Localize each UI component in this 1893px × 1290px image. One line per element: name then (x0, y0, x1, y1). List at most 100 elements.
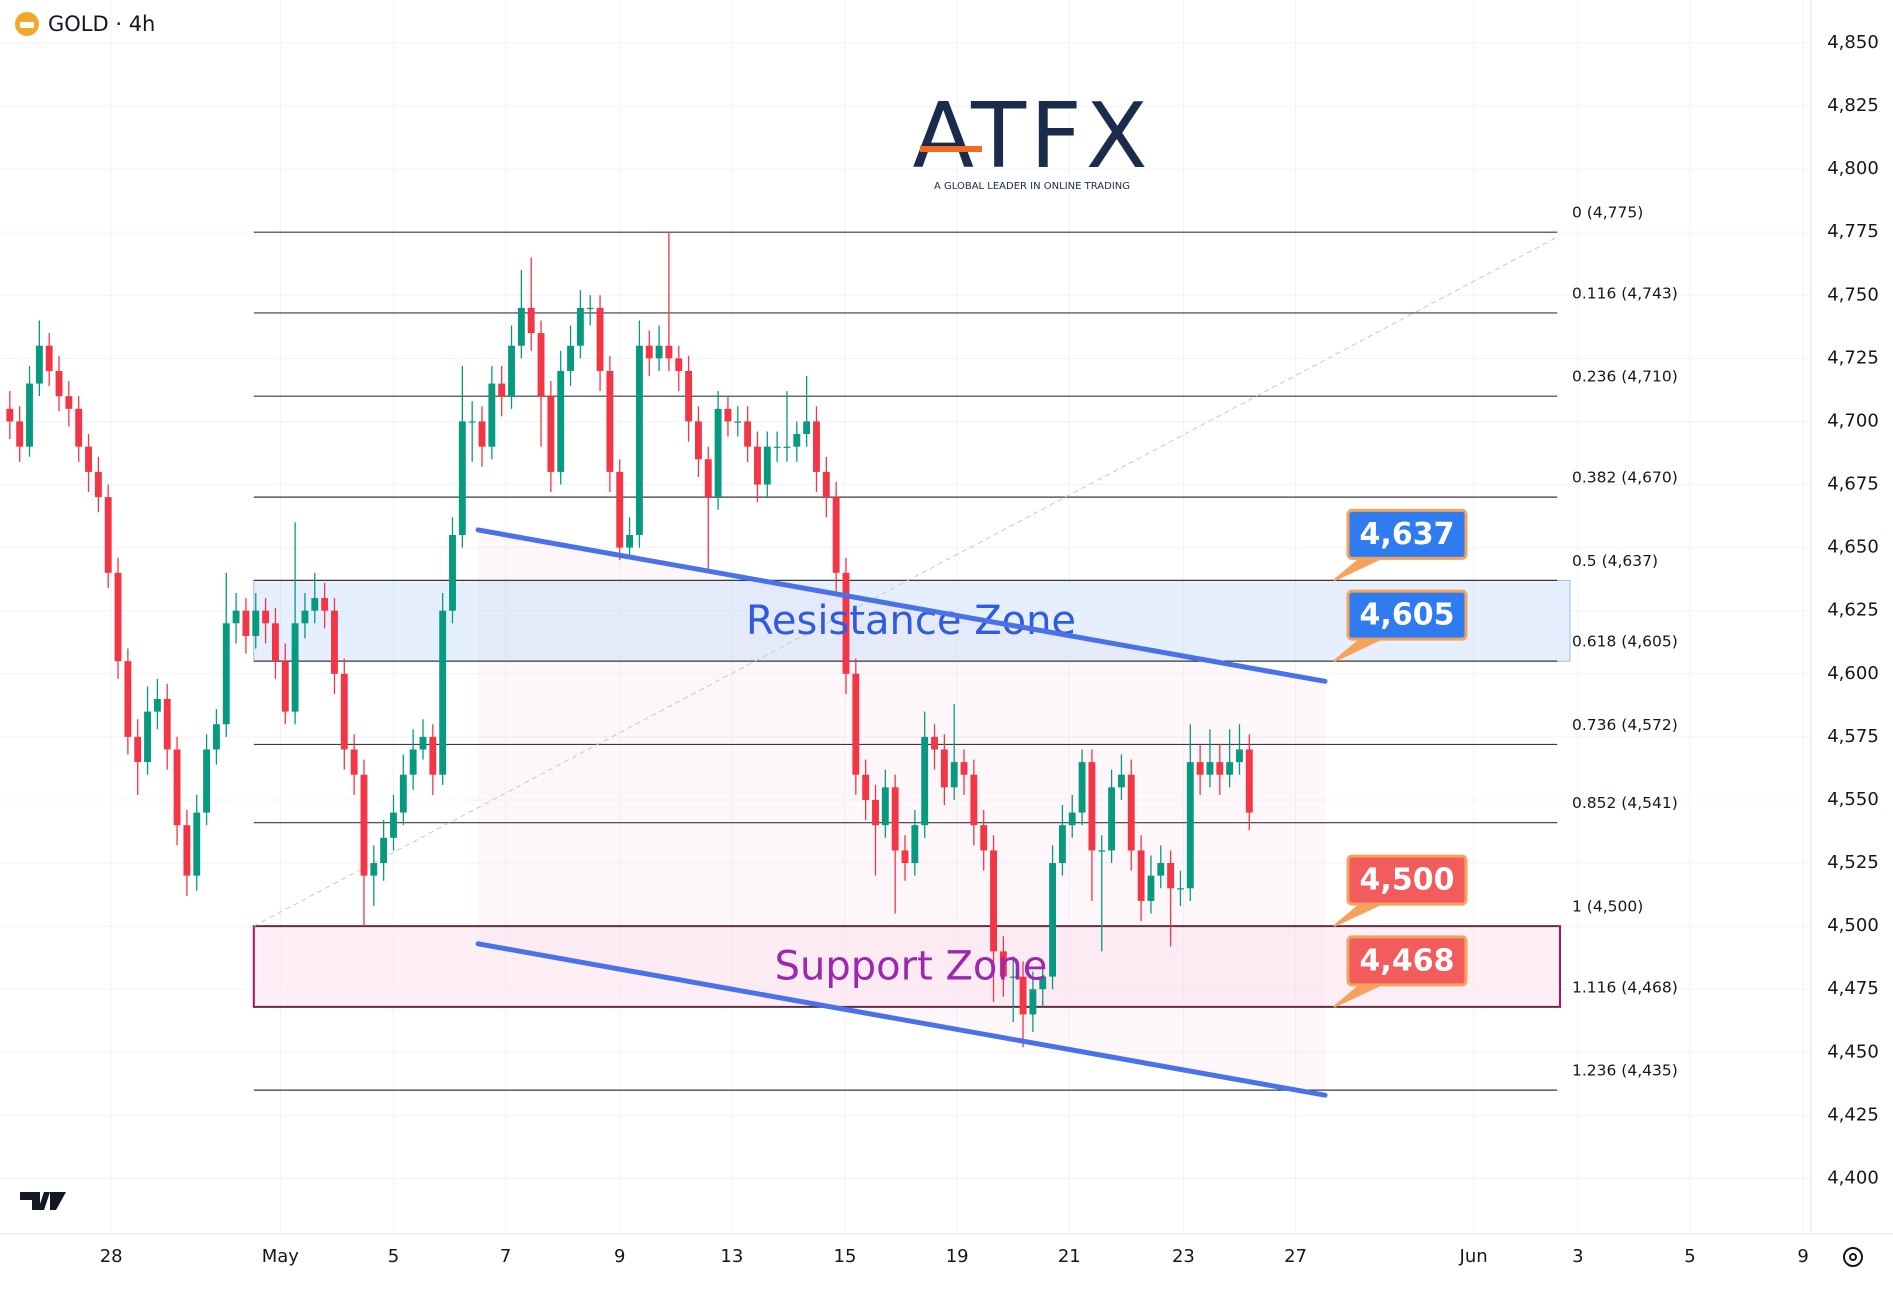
y-tick-label: 4,550 (1827, 789, 1879, 810)
candle-body (1147, 875, 1155, 901)
candle-body (517, 307, 525, 346)
grid (0, 0, 1811, 1234)
x-tick-label: 5 (1684, 1246, 1695, 1267)
candle-body (262, 610, 270, 624)
candle-body (340, 673, 348, 750)
candle-body (635, 345, 643, 535)
y-tick-label: 4,500 (1827, 915, 1879, 936)
candle-body (1009, 976, 1017, 978)
y-tick-label: 4,750 (1827, 284, 1879, 305)
candle-body (6, 408, 14, 422)
settings-gear[interactable] (1843, 1247, 1863, 1267)
candle-body (724, 408, 732, 422)
candle-body (419, 736, 427, 750)
candle-body (488, 383, 496, 447)
candle-body (439, 610, 447, 775)
candle-body (675, 358, 683, 371)
candle-body (350, 749, 358, 775)
y-tick-label: 4,450 (1827, 1041, 1879, 1062)
x-tick-label: 15 (834, 1246, 857, 1267)
candle-body (773, 446, 781, 448)
candle-body (803, 421, 811, 435)
candle-body (822, 471, 830, 498)
fib-label: 1 (4,500) (1572, 898, 1643, 916)
candle-body (75, 408, 83, 447)
candle-body (921, 736, 929, 826)
candle-body (1108, 787, 1116, 851)
candle-body (694, 421, 702, 460)
candle-body (950, 762, 958, 788)
y-tick-label: 4,525 (1827, 852, 1879, 873)
candle-body (193, 812, 201, 876)
settings-gear-core[interactable] (1849, 1253, 1857, 1261)
trend-line (475, 527, 1328, 684)
fib-label: 0.618 (4,605) (1572, 633, 1678, 651)
candle-body (1019, 976, 1027, 1015)
x-tick-label: 21 (1058, 1246, 1081, 1267)
candle-body (163, 699, 171, 750)
candle-body (813, 421, 820, 472)
candle-body (134, 736, 142, 763)
candle-body (498, 383, 506, 397)
candle-body (1117, 774, 1125, 788)
candles (6, 232, 1253, 1048)
symbol-icon-bar (20, 22, 34, 28)
y-tick-label: 4,675 (1827, 474, 1879, 495)
candle-body (586, 307, 594, 310)
candle-body (301, 610, 309, 624)
fib-label: 0.852 (4,541) (1572, 794, 1678, 812)
candle-body (321, 598, 329, 611)
fib-label: 0.236 (4,710) (1572, 368, 1678, 386)
candle-body (1206, 762, 1214, 775)
x-tick-label: 5 (388, 1246, 399, 1267)
candle-body (271, 623, 279, 662)
badge-label: 4,637 (1360, 517, 1455, 552)
candle-body (1236, 749, 1243, 763)
settings-icon[interactable] (1843, 1247, 1863, 1267)
candle-body (370, 863, 378, 876)
candle-body (26, 383, 33, 447)
symbol-title: GOLD · 4h (48, 12, 155, 36)
x-tick-label: 7 (500, 1246, 511, 1267)
candle-body (1058, 825, 1066, 864)
candle-body (331, 610, 338, 674)
candle-body (1078, 762, 1086, 813)
candle-body (1049, 863, 1057, 977)
candle-body (970, 774, 978, 826)
candle-body (212, 724, 220, 750)
candle-body (911, 825, 919, 864)
candle-body (842, 572, 850, 674)
candle-body (222, 623, 230, 725)
trend-line (475, 941, 1328, 1098)
candle-body (626, 534, 634, 548)
y-tick-label: 4,600 (1827, 663, 1879, 684)
candle-body (606, 370, 614, 472)
candle-body (901, 850, 909, 864)
brand-logo-accent (920, 146, 982, 152)
candle-body (763, 446, 771, 485)
badge-label: 4,500 (1360, 863, 1455, 898)
axes: 4,400 4,425 4,450 4,475 4,500 4,525 4,550 4,575… (100, 32, 1879, 1267)
y-tick-label: 4,575 (1827, 726, 1879, 747)
fib-trend-line (253, 236, 1558, 927)
candle-body (754, 446, 761, 485)
brand-logo: ATFX (913, 84, 1152, 189)
candle-body (980, 825, 988, 851)
candle-body (1196, 762, 1204, 775)
candle-body (576, 307, 584, 346)
badge-label: 4,468 (1360, 943, 1455, 978)
x-tick-label: 23 (1172, 1246, 1195, 1267)
candle-body (1245, 749, 1253, 813)
candle-body (183, 825, 191, 876)
candle-body (1177, 888, 1184, 890)
candle-body (537, 333, 545, 397)
x-tick-label: 3 (1572, 1246, 1583, 1267)
candle-body (390, 812, 397, 838)
candle-body (16, 421, 24, 447)
candle-body (881, 787, 889, 826)
candle-body (104, 497, 112, 573)
x-tick-label: 28 (100, 1246, 123, 1267)
candle-body (990, 850, 997, 952)
y-tick-label: 4,775 (1827, 221, 1879, 242)
